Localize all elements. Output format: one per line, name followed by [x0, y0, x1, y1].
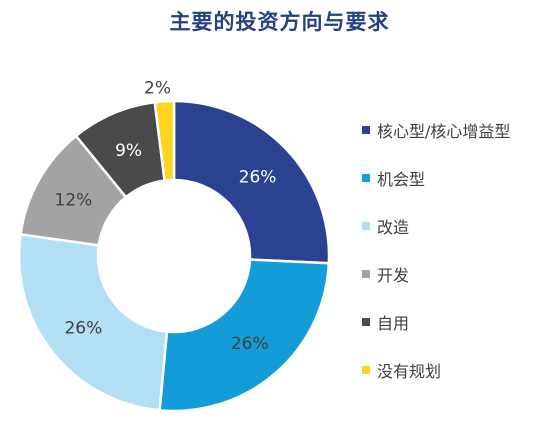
legend-item-2: 改造 — [362, 214, 510, 238]
legend-item-3: 开发 — [362, 262, 510, 286]
slice-label-3: 12% — [54, 190, 92, 210]
legend-swatch-2 — [362, 222, 370, 230]
legend-swatch-0 — [362, 126, 370, 134]
legend-label-5: 没有规划 — [377, 362, 442, 381]
legend-label-0: 核心型/核心增益型 — [377, 122, 511, 141]
slice-5 — [153, 99, 176, 182]
slice-2 — [17, 232, 169, 412]
legend-label-3: 开发 — [377, 266, 410, 285]
slice-0 — [172, 99, 331, 265]
slice-labels: 26% 26% 26% 12% 9% 2% — [54, 78, 276, 354]
slice-label-0: 26% — [239, 167, 277, 187]
slice-label-2: 26% — [64, 319, 102, 339]
legend-item-0: 核心型/核心增益型 — [362, 118, 510, 142]
legend-label-1: 机会型 — [377, 170, 426, 189]
donut-slices — [17, 99, 331, 413]
legend-swatch-5 — [362, 366, 370, 374]
chart-title: 主要的投资方向与要求 — [169, 10, 390, 34]
legend-swatch-3 — [362, 270, 370, 278]
slice-label-1: 26% — [231, 334, 269, 354]
legend-label-4: 自用 — [377, 314, 410, 333]
legend-item-1: 机会型 — [362, 166, 510, 190]
legend-swatch-1 — [362, 174, 370, 182]
slice-label-4: 9% — [115, 141, 142, 161]
slice-1 — [158, 258, 331, 413]
legend-swatch-4 — [362, 318, 370, 326]
chart-legend: 核心型/核心增益型 机会型改造开发自用没有规划 — [362, 118, 510, 406]
legend-item-4: 自用 — [362, 310, 510, 334]
slice-label-5: 2% — [144, 78, 171, 98]
legend-item-5: 没有规划 — [362, 358, 510, 382]
legend-label-2: 改造 — [377, 218, 410, 237]
